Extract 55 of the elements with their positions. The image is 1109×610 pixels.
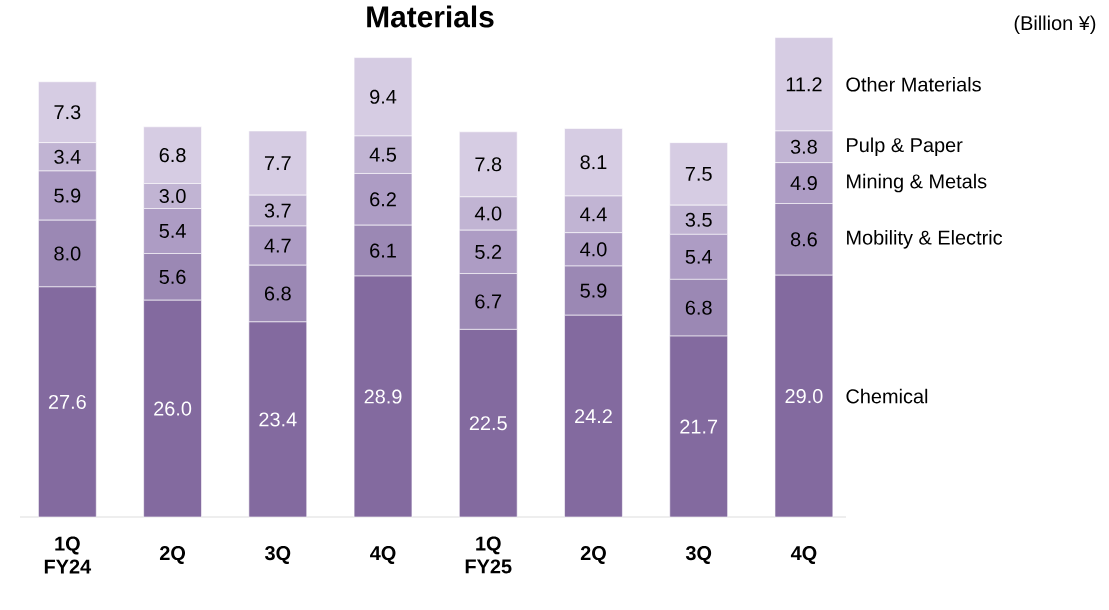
data-label: 6.8: [264, 286, 291, 301]
data-label: 7.5: [685, 166, 712, 181]
data-label: 4.7: [264, 238, 291, 253]
data-label: 8.0: [54, 246, 81, 261]
data-label: 24.2: [575, 409, 612, 424]
data-label: 21.7: [680, 419, 718, 434]
data-label: 4.9: [790, 176, 817, 191]
data-label: 22.5: [469, 416, 507, 431]
data-label: 5.4: [159, 224, 186, 238]
x-tick-label: 2Q: [159, 546, 186, 564]
data-label: 3.7: [264, 203, 291, 218]
data-label: 11.2: [786, 77, 822, 92]
data-label: 9.4: [370, 89, 397, 104]
data-label: 4.0: [474, 206, 502, 221]
x-tick-label: 4Q: [370, 546, 396, 564]
data-label: 5.6: [159, 269, 186, 284]
data-label: 4.0: [580, 242, 607, 257]
data-label: 5.9: [580, 283, 607, 298]
series-label: Other Materials: [846, 76, 981, 92]
data-label: 8.1: [580, 155, 607, 170]
data-label: 6.1: [370, 243, 396, 258]
data-label: 7.8: [475, 157, 502, 172]
series-label: Mobility & Electric: [847, 230, 1003, 249]
data-label: 8.6: [790, 232, 817, 247]
x-tick-label: 2Q: [580, 546, 606, 564]
x-tick-label: 3Q: [685, 546, 712, 564]
data-label: 3.4: [54, 149, 81, 164]
data-label: 27.6: [48, 394, 86, 409]
series-label: Chemical: [846, 388, 928, 404]
x-tick-label: 1Q FY24: [44, 536, 92, 574]
data-label: 4.4: [580, 207, 607, 222]
data-label: 4.5: [369, 147, 397, 162]
x-tick-label: 3Q: [264, 546, 291, 564]
data-label: 7.7: [264, 156, 291, 170]
data-label: 5.2: [475, 244, 502, 259]
data-label: 29.0: [785, 389, 823, 404]
data-label: 3.5: [685, 212, 712, 227]
data-label: 28.9: [364, 389, 402, 404]
chart-title: Materials: [367, 5, 494, 28]
data-label: 26.0: [154, 401, 192, 416]
data-label: 6.8: [685, 300, 712, 315]
data-label: 3.8: [790, 139, 817, 154]
x-tick-label: 4Q: [790, 546, 817, 564]
data-label: 5.9: [54, 188, 81, 203]
data-label: 3.0: [159, 188, 186, 204]
series-label: Mining & Metals: [847, 173, 987, 193]
data-label: 6.8: [159, 148, 186, 163]
data-label: 7.3: [54, 105, 81, 120]
data-label: 5.4: [685, 249, 712, 264]
x-tick-label: 1Q FY25: [465, 536, 512, 574]
text: (Billion ¥): [1014, 15, 1096, 35]
series-label: Pulp & Paper: [847, 137, 963, 157]
data-label: 6.2: [370, 192, 396, 207]
data-label: 6.7: [475, 294, 502, 309]
data-label: 23.4: [259, 412, 297, 427]
